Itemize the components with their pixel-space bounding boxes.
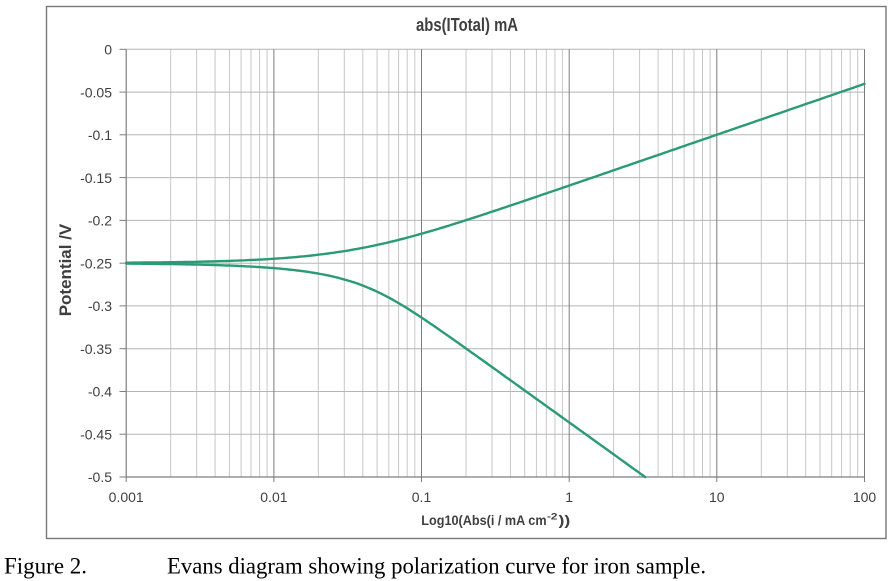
svg-text:10: 10 — [709, 489, 725, 505]
svg-text:-0.1: -0.1 — [88, 127, 112, 143]
svg-text:0.1: 0.1 — [412, 489, 432, 505]
svg-text:Potential /V: Potential /V — [56, 223, 75, 316]
svg-text:Log10(Abs(i / mA cm: Log10(Abs(i / mA cm — [421, 512, 546, 528]
svg-text:Figure 2.: Figure 2. — [4, 553, 87, 578]
svg-text:0.001: 0.001 — [109, 489, 144, 505]
svg-text:abs(ITotal) mA: abs(ITotal) mA — [416, 15, 518, 35]
svg-text:0: 0 — [104, 42, 112, 58]
svg-text:-0.2: -0.2 — [88, 213, 112, 229]
svg-text:Evans diagram showing polariza: Evans diagram showing polarization curve… — [167, 553, 706, 578]
svg-text:-0.25: -0.25 — [80, 255, 112, 271]
svg-text:-0.05: -0.05 — [80, 84, 112, 100]
svg-text:)): )) — [559, 512, 571, 528]
svg-text:-0.45: -0.45 — [80, 426, 112, 442]
svg-text:-0.3: -0.3 — [88, 298, 112, 314]
svg-text:1: 1 — [565, 489, 573, 505]
svg-text:0.01: 0.01 — [260, 489, 287, 505]
svg-text:-0.4: -0.4 — [88, 384, 112, 400]
svg-text:-0.5: -0.5 — [88, 469, 112, 485]
svg-text:-2: -2 — [547, 512, 558, 523]
svg-text:-0.15: -0.15 — [80, 170, 112, 186]
svg-text:-0.35: -0.35 — [80, 341, 112, 357]
svg-text:100: 100 — [853, 489, 877, 505]
